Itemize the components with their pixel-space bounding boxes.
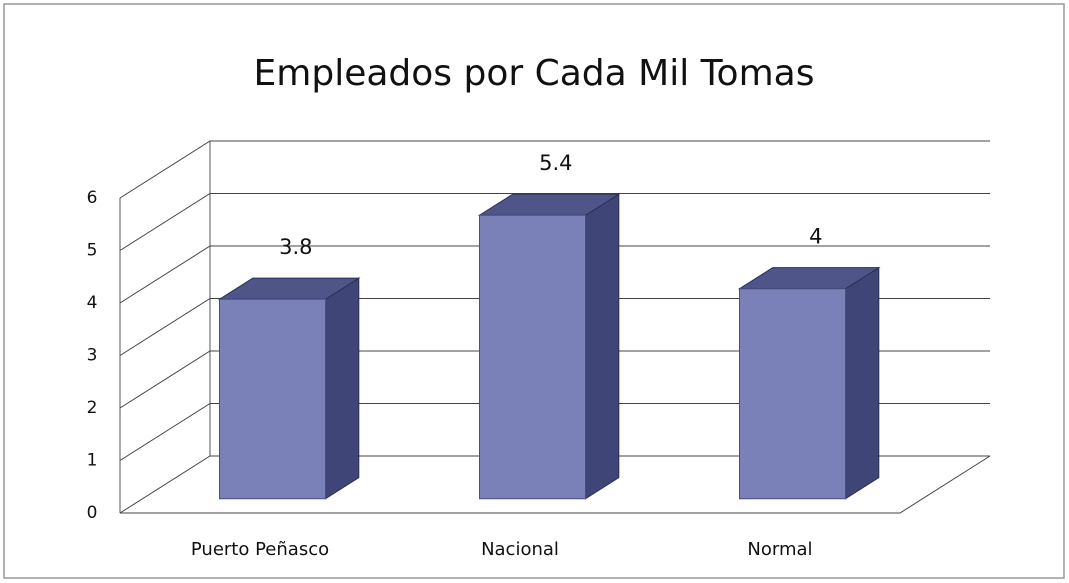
grid-line: [119, 298, 990, 356]
bar-side: [325, 277, 360, 500]
x-tick-label: Puerto Peñasco: [191, 539, 329, 560]
y-tick-label: 6: [87, 188, 98, 208]
y-tick-label: 0: [87, 503, 98, 523]
bar: [219, 298, 326, 500]
grid-line: [119, 245, 990, 304]
x-tick-label: Normal: [747, 539, 812, 560]
grid-line: [119, 140, 990, 199]
y-tick-label: 4: [87, 293, 98, 313]
value-label: 4: [809, 225, 822, 249]
chart-title: Empleados por Cada Mil Tomas: [254, 53, 815, 94]
floor-edge: [120, 455, 991, 514]
grid-line: [119, 403, 990, 461]
value-label: 5.4: [539, 151, 572, 175]
x-tick-label: Nacional: [481, 539, 559, 560]
grid-line: [119, 193, 990, 251]
y-tick-label: 3: [87, 346, 98, 366]
bar-side: [845, 266, 880, 500]
bar: [479, 214, 586, 500]
y-tick-label: 2: [87, 398, 98, 418]
value-label: 3.8: [279, 235, 312, 259]
bar-side: [585, 193, 620, 500]
grid-line: [119, 455, 990, 514]
bar: [739, 288, 846, 500]
y-tick-label: 1: [87, 451, 98, 471]
grid-line: [119, 350, 990, 409]
y-tick-label: 5: [87, 241, 98, 261]
